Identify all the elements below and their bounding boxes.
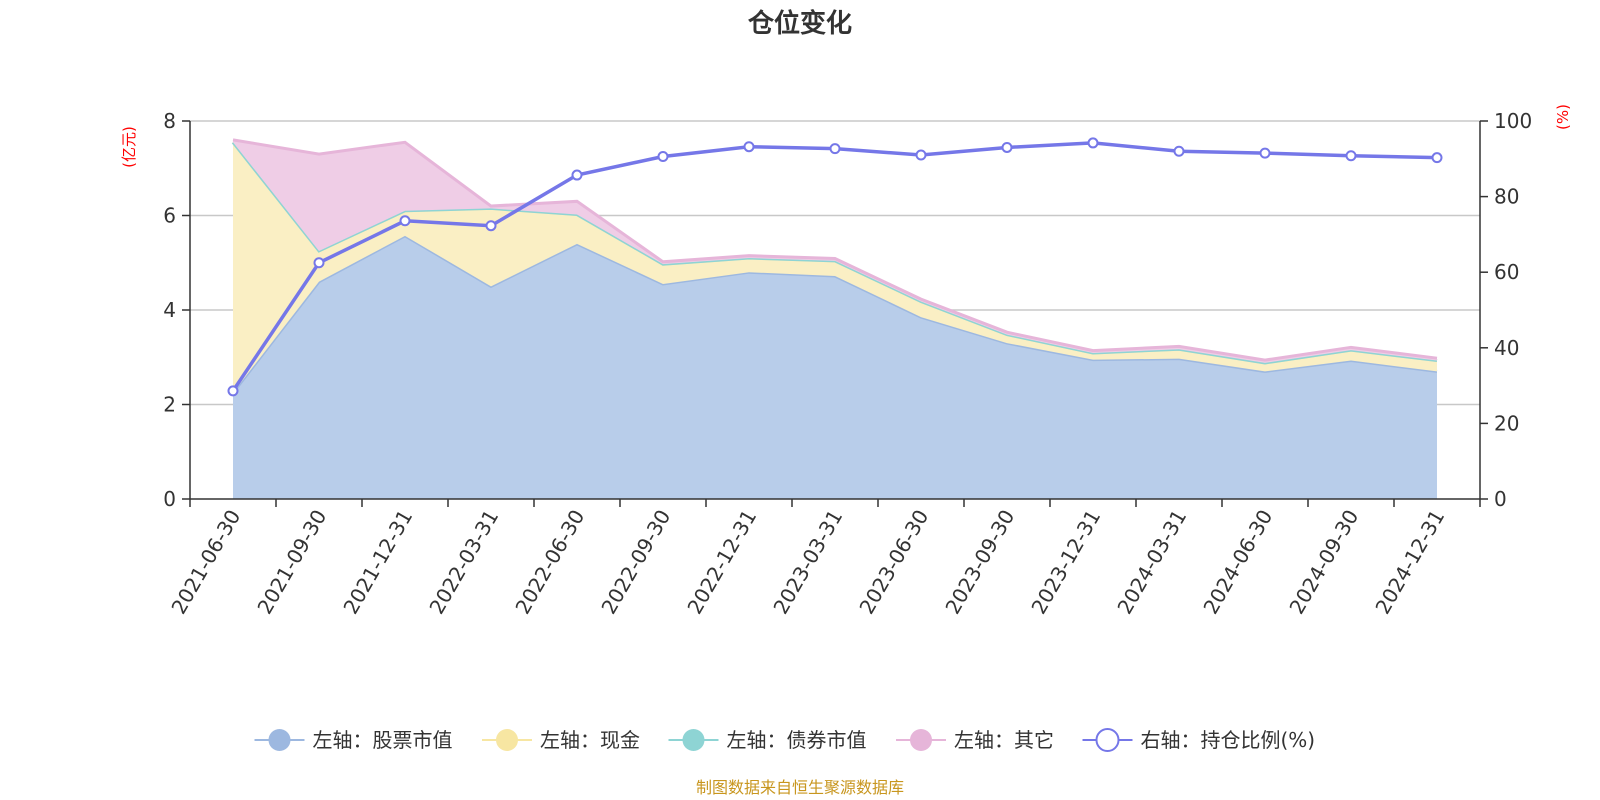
ratio-point — [1087, 137, 1099, 149]
left-tick-label: 8 — [163, 109, 176, 133]
right-tick-label: 0 — [1494, 487, 1507, 511]
right-tick-label: 100 — [1494, 109, 1532, 133]
ratio-point — [915, 149, 927, 161]
x-tick-label: 2024-09-30 — [1284, 506, 1363, 619]
left-tick-label: 4 — [163, 298, 176, 322]
ratio-point — [313, 257, 325, 269]
legend-item: 右轴：持仓比例(%) — [1082, 728, 1316, 752]
left-tick-label: 2 — [163, 393, 176, 417]
right-tick-label: 80 — [1494, 185, 1519, 209]
ratio-point — [829, 143, 841, 155]
area-左轴：现金 — [233, 142, 1437, 393]
legend-item: 左轴：其它 — [896, 728, 1054, 752]
area-edge-左轴：其它 — [232, 138, 1438, 362]
ratio-point — [1001, 141, 1013, 153]
x-tick-label: 2023-06-30 — [854, 506, 933, 619]
legend-marker — [496, 729, 518, 751]
ratio-point — [571, 169, 583, 181]
x-tick-label: 2023-09-30 — [940, 506, 1019, 619]
x-tick-label: 2024-12-31 — [1370, 506, 1449, 619]
legend-item: 左轴：现金 — [482, 728, 640, 752]
legend-label: 左轴：股票市值 — [313, 728, 453, 752]
right-tick-label: 20 — [1494, 411, 1519, 435]
legend: 左轴：股票市值 左轴：现金 左轴：债券市值 左轴：其它 右轴：持仓比例(%) — [254, 728, 1316, 752]
legend-label: 左轴：其它 — [954, 728, 1054, 752]
x-tick-label: 2024-06-30 — [1198, 506, 1277, 619]
x-tick-label: 2021-06-30 — [166, 506, 245, 619]
ratio-point — [743, 141, 755, 153]
stacked-areas — [231, 138, 1438, 499]
ratio-point — [485, 220, 497, 232]
right-tick-label: 60 — [1494, 260, 1519, 284]
legend-item: 左轴：债券市值 — [668, 728, 867, 752]
x-tick-label: 2023-03-31 — [768, 506, 847, 619]
ratio-point — [1431, 152, 1443, 164]
ratio-point — [1173, 145, 1185, 157]
legend-marker — [910, 729, 932, 751]
legend-marker — [682, 729, 705, 751]
area-左轴：其它 — [233, 139, 1437, 363]
x-tick-label: 2022-12-31 — [682, 506, 761, 619]
left-tick-label: 0 — [163, 487, 176, 511]
right-axis-unit: (%) — [1554, 104, 1572, 130]
legend-marker — [1095, 728, 1120, 752]
chart-title: 仓位变化 — [747, 8, 852, 39]
ratio-point — [1259, 147, 1271, 159]
x-tick-label: 2022-06-30 — [510, 506, 589, 619]
left-tick-label: 6 — [163, 204, 176, 228]
ratio-point — [227, 385, 239, 397]
area-左轴：股票市值 — [233, 235, 1437, 499]
x-tick-label: 2021-09-30 — [252, 506, 331, 619]
legend-label: 左轴：现金 — [540, 728, 640, 752]
x-tick-label: 2024-03-31 — [1112, 506, 1191, 619]
holding-ratio-line — [227, 137, 1443, 397]
right-tick-label: 40 — [1494, 336, 1519, 360]
x-tick-label: 2022-03-31 — [424, 506, 503, 619]
legend-marker — [268, 729, 291, 751]
x-tick-label: 2022-09-30 — [596, 506, 675, 619]
legend-label: 右轴：持仓比例(%) — [1141, 728, 1316, 752]
left-axis-unit: (亿元) — [120, 126, 138, 168]
source-note: 制图数据来自恒生聚源数据库 — [696, 778, 904, 797]
ratio-point — [1345, 150, 1357, 162]
legend-item: 左轴：股票市值 — [254, 728, 453, 752]
ratio-point — [399, 215, 411, 227]
x-tick-label: 2023-12-31 — [1026, 506, 1105, 619]
x-tick-label: 2021-12-31 — [338, 506, 417, 619]
legend-label: 左轴：债券市值 — [727, 728, 867, 752]
ratio-point — [657, 151, 669, 163]
